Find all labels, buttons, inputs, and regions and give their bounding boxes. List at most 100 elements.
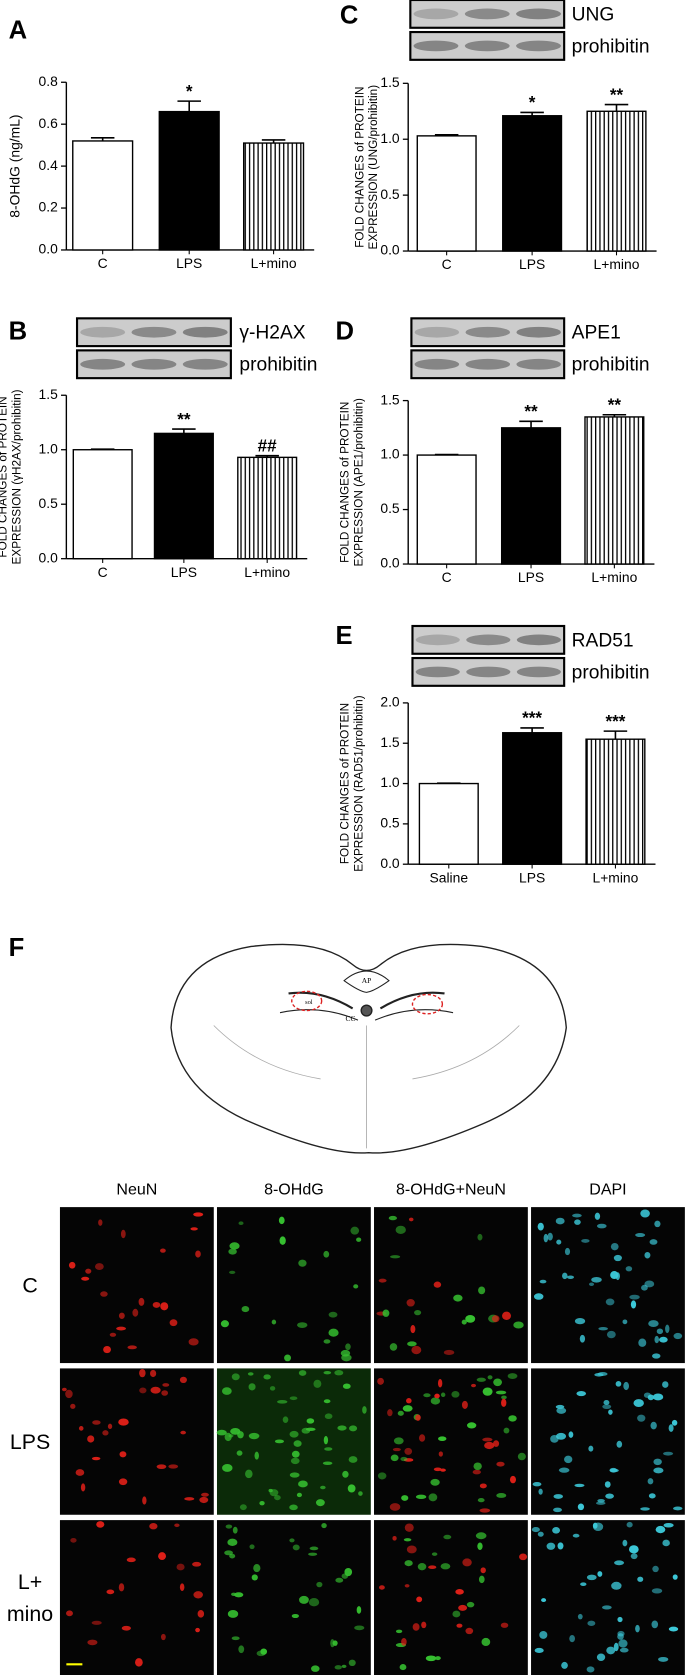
blot-band	[415, 666, 460, 678]
cell	[617, 1616, 623, 1623]
cell	[222, 1463, 233, 1472]
cell	[388, 1215, 397, 1221]
cell	[581, 1238, 590, 1243]
x-tick-label: LPS	[176, 255, 202, 271]
cell	[604, 1481, 611, 1488]
cell	[561, 1661, 568, 1669]
cell	[80, 1483, 86, 1492]
cell	[443, 1349, 455, 1356]
cell	[127, 1345, 137, 1350]
cell	[663, 1522, 674, 1528]
cell	[199, 1496, 209, 1504]
cell	[66, 1610, 73, 1617]
cell	[188, 1338, 199, 1346]
cell	[289, 1430, 299, 1438]
cell	[672, 1574, 678, 1580]
blot-band	[414, 326, 460, 338]
cell	[61, 1387, 67, 1392]
y-tick-label: 0.5	[380, 186, 400, 202]
cell	[461, 1400, 468, 1410]
blot-label: prohibitin	[572, 662, 650, 683]
cell	[289, 1396, 298, 1401]
cell	[629, 1294, 640, 1300]
cell	[227, 1538, 238, 1546]
blot-band	[464, 40, 510, 52]
cell	[139, 1387, 147, 1394]
cell	[284, 1354, 292, 1362]
blot-label: prohibitin	[572, 36, 650, 57]
cell	[517, 1452, 526, 1461]
cell	[428, 1565, 437, 1570]
cell	[655, 1525, 666, 1534]
cell	[176, 1563, 185, 1571]
cell	[588, 1445, 594, 1452]
cell	[628, 1545, 639, 1554]
cell	[411, 1345, 422, 1355]
blot-band	[414, 358, 460, 370]
cell	[192, 1561, 202, 1567]
y-axis-label: EXPRESSION (γH2AX/prohibitin)	[10, 389, 23, 564]
cell	[479, 1508, 491, 1513]
atlas-label: AP	[362, 976, 372, 985]
cell	[555, 1432, 567, 1440]
cell	[392, 1535, 397, 1541]
y-tick-label: 0.8	[39, 73, 59, 89]
atlas-label: CC	[346, 1014, 356, 1023]
bar	[585, 738, 646, 865]
cell	[350, 1226, 360, 1235]
cell	[274, 1439, 285, 1444]
atlas-label: sol	[305, 999, 313, 1006]
cell	[493, 1378, 502, 1387]
cell	[663, 1451, 674, 1456]
x-tick-label: C	[98, 564, 108, 580]
blot-label: prohibitin	[239, 355, 317, 376]
y-axis-label: FOLD CHANGES of PROTEIN	[338, 402, 351, 563]
cell	[335, 1577, 344, 1583]
cell	[648, 1493, 656, 1499]
cell	[149, 1523, 158, 1530]
blot-band	[182, 358, 228, 370]
y-tick-label: 1.5	[380, 391, 400, 407]
blot-label: UNG	[572, 4, 615, 25]
cell	[482, 1437, 493, 1442]
blot-band	[415, 634, 460, 646]
cell	[401, 1637, 407, 1646]
cell	[652, 1353, 661, 1359]
cell	[648, 1320, 659, 1327]
cell	[107, 1423, 113, 1429]
y-tick-label: 0.5	[39, 495, 59, 511]
cell	[479, 1483, 487, 1489]
cell	[269, 1489, 279, 1497]
cell	[495, 1390, 507, 1395]
cell	[572, 1533, 580, 1538]
cell	[238, 1645, 245, 1654]
blot-band	[465, 326, 511, 338]
cell	[496, 1492, 507, 1498]
cell	[606, 1646, 616, 1655]
cell	[556, 1239, 562, 1245]
cell	[652, 1393, 664, 1401]
cell	[653, 1467, 664, 1474]
cell	[400, 1456, 408, 1462]
cell	[592, 1522, 604, 1532]
blot-band	[413, 8, 459, 20]
bar	[584, 416, 645, 565]
cell	[160, 1633, 166, 1641]
cell	[574, 1483, 585, 1488]
cell	[354, 1625, 365, 1631]
cell	[430, 1397, 441, 1405]
cell	[438, 1436, 447, 1442]
column-label: DAPI	[589, 1180, 626, 1198]
cell	[323, 1250, 330, 1258]
cell	[507, 1373, 518, 1379]
cell	[106, 1589, 115, 1595]
cell	[606, 1330, 616, 1339]
cell	[229, 1242, 240, 1250]
y-tick-label: 0.0	[39, 549, 59, 565]
cell	[348, 1456, 358, 1463]
cell	[308, 1597, 320, 1607]
cell	[353, 1284, 359, 1289]
cell	[577, 1503, 585, 1511]
cell	[564, 1455, 573, 1464]
cell	[239, 1504, 247, 1511]
